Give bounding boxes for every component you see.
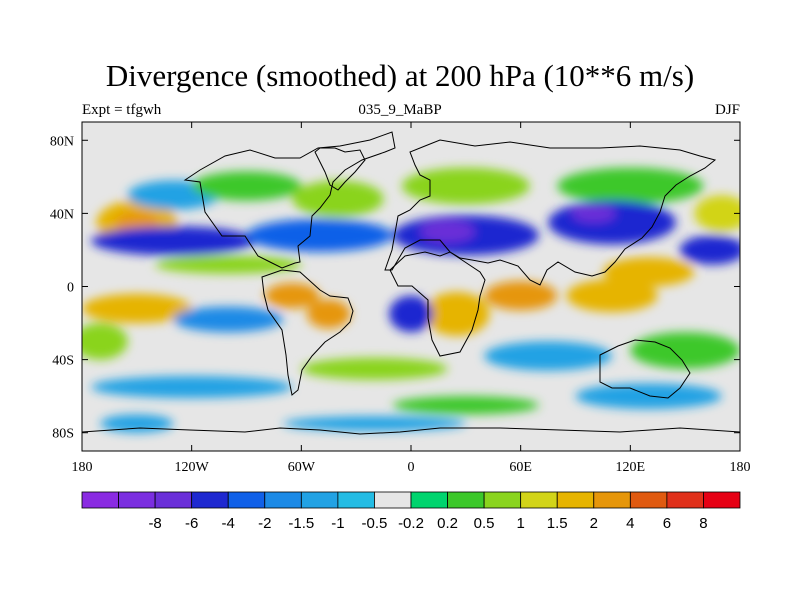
colorbar-label-10: 1 xyxy=(516,515,524,532)
divergence-cell-3 xyxy=(191,171,302,201)
colorbar-swatch-6 xyxy=(300,491,339,509)
colorbar-swatch-12 xyxy=(520,491,558,509)
x-tick-label-4: 60E xyxy=(509,460,532,475)
colorbar-swatch-10 xyxy=(447,491,485,509)
south-america-outline xyxy=(261,269,354,396)
colorbar-swatch-7 xyxy=(337,491,375,509)
y-tick-label-3: 40S xyxy=(52,354,74,369)
divergence-cell-16 xyxy=(602,257,695,287)
continent-outlines xyxy=(82,131,740,435)
case-label: 035_9_MaBP xyxy=(358,102,442,118)
x-tick-label-5: 120E xyxy=(616,460,646,475)
y-tick-label-4: 80S xyxy=(52,427,74,442)
colorbar-swatch-9 xyxy=(410,491,448,509)
colorbar-label-11: 1.5 xyxy=(547,515,568,532)
colorbar-swatch-14 xyxy=(593,491,631,509)
colorbar-label-0: -8 xyxy=(148,515,161,532)
colorbar-label-8: 0.2 xyxy=(437,515,458,532)
colorbar-label-3: -2 xyxy=(258,515,271,532)
x-tick-label-0: 180 xyxy=(72,460,93,475)
divergence-cell-5 xyxy=(401,167,530,205)
colorbar-swatch-16 xyxy=(666,491,704,509)
chart-title: Divergence (smoothed) at 200 hPa (10**6 … xyxy=(105,58,695,93)
x-tick-label-1: 120W xyxy=(175,460,210,475)
colorbar-swatch-3 xyxy=(191,491,229,509)
colorbar-label-12: 2 xyxy=(590,515,598,532)
divergence-cell-27 xyxy=(484,341,613,371)
y-tick-label-2: 0 xyxy=(67,281,74,296)
divergence-cell-20 xyxy=(484,281,558,311)
divergence-cell-9 xyxy=(246,218,393,252)
colorbar-label-4: -1.5 xyxy=(288,515,314,532)
colorbar-label-5: -1 xyxy=(331,515,344,532)
divergence-cell-15 xyxy=(155,255,302,274)
divergence-cell-17 xyxy=(264,282,320,309)
colorbar-label-15: 8 xyxy=(699,515,707,532)
divergence-cell-14 xyxy=(679,235,740,265)
divergence-cell-29 xyxy=(91,376,293,398)
experiment-label: Expt = tfgwh xyxy=(82,102,162,118)
x-tick-label-2: 60W xyxy=(288,460,316,475)
colorbar-swatch-11 xyxy=(483,491,522,509)
divergence-cell-6 xyxy=(557,167,704,205)
colorbar-swatch-1 xyxy=(118,491,156,509)
divergence-cell-7 xyxy=(694,195,740,232)
divergence-cell-26 xyxy=(301,357,448,380)
divergence-cell-13 xyxy=(571,204,616,223)
greenland-outline xyxy=(314,147,366,191)
colorbar-label-2: -4 xyxy=(222,515,235,532)
north-america-outline xyxy=(183,131,396,269)
divergence-cell-23 xyxy=(82,323,128,360)
colorbar-label-9: 0.5 xyxy=(474,515,495,532)
y-tick-label-1: 40N xyxy=(50,207,74,222)
season-label: DJF xyxy=(714,102,740,118)
divergence-cell-30 xyxy=(392,396,539,415)
x-tick-label-6: 180 xyxy=(730,460,751,475)
colorbar-swatch-5 xyxy=(264,491,302,509)
colorbar-label-7: -0.2 xyxy=(398,515,424,532)
colorbar-swatch-4 xyxy=(227,491,266,509)
divergence-cell-8 xyxy=(91,226,256,256)
colorbar-swatch-17 xyxy=(703,491,741,509)
colorbar-swatch-15 xyxy=(629,491,668,509)
colorbar-label-6: -0.5 xyxy=(362,515,388,532)
divergence-cell-11 xyxy=(420,220,475,243)
colorbar: -8 -6 -4 -2 -1.5 -1 -0.5 -0.2 0.2 0.5 1 1.5 2 4 6 8 xyxy=(81,491,741,532)
africa-outline xyxy=(389,251,486,357)
europe-asia-outline xyxy=(384,139,717,286)
australia-outline xyxy=(599,339,691,399)
divergence-cell-31 xyxy=(575,383,722,409)
y-tick-label-0: 80N xyxy=(50,134,74,149)
colorbar-swatch-0 xyxy=(81,491,119,509)
colorbar-swatch-8 xyxy=(374,491,412,509)
divergence-cell-25 xyxy=(389,295,433,333)
antarctica-outline xyxy=(82,427,740,435)
divergence-cell-32 xyxy=(283,416,466,431)
x-tick-label-3: 0 xyxy=(408,460,415,475)
divergence-cell-4 xyxy=(292,180,384,218)
plot-area xyxy=(82,122,740,451)
divergence-cell-28 xyxy=(630,332,740,369)
colorbar-label-14: 6 xyxy=(663,515,671,532)
divergence-cell-18 xyxy=(306,299,351,329)
divergence-cell-22 xyxy=(82,293,192,324)
colorbar-label-13: 4 xyxy=(626,515,634,532)
divergence-cell-21 xyxy=(566,279,658,313)
divergence-cell-24 xyxy=(173,306,284,333)
colorbar-swatch-13 xyxy=(556,491,595,509)
divergence-cell-12 xyxy=(548,200,677,245)
colorbar-label-1: -6 xyxy=(185,515,198,532)
colorbar-swatch-2 xyxy=(154,491,193,509)
